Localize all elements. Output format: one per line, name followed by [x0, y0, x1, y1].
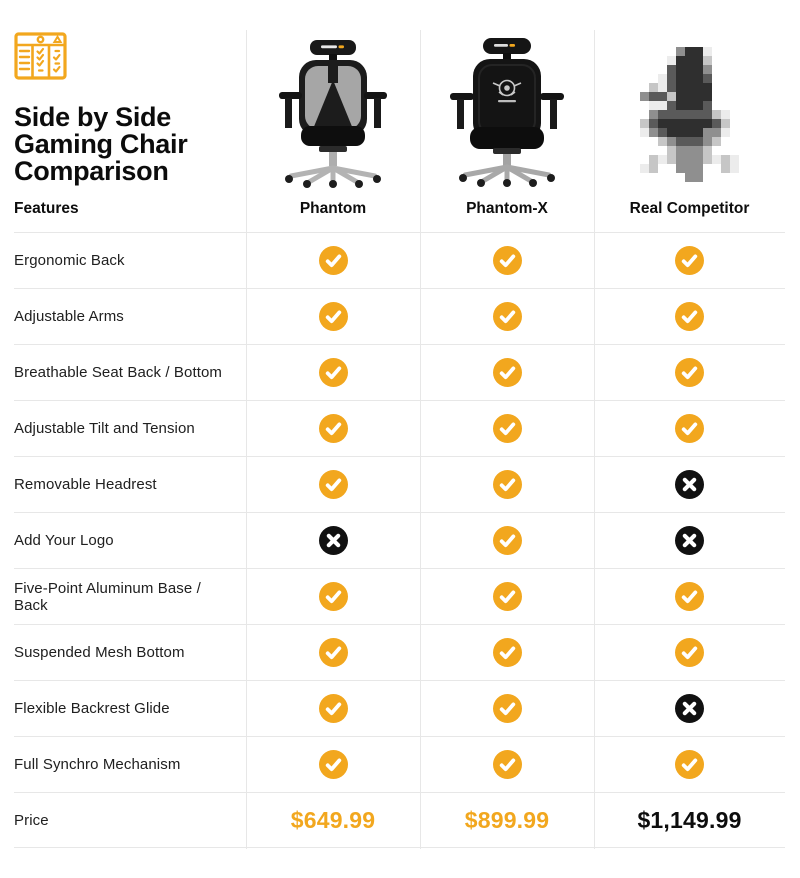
- table-row: Adjustable Arms: [14, 288, 785, 344]
- feature-label: Removable Headrest: [14, 476, 157, 493]
- feature-label: Add Your Logo: [14, 532, 114, 549]
- table-row: Suspended Mesh Bottom: [14, 624, 785, 680]
- table-row: Ergonomic Back: [14, 232, 785, 288]
- price-row: Price $649.99 $899.99 $1,149.99: [14, 792, 785, 848]
- table-row: Breathable Seat Back / Bottom: [14, 344, 785, 400]
- price-value: $649.99: [290, 806, 376, 833]
- check-circle-icon: [246, 358, 420, 387]
- check-circle-icon: [246, 750, 420, 779]
- check-circle-icon: [420, 246, 594, 275]
- column-divider: [246, 30, 247, 849]
- check-circle-icon: [420, 302, 594, 331]
- column-divider: [420, 30, 421, 849]
- check-circle-icon: [246, 470, 420, 499]
- check-circle-icon: [594, 246, 785, 275]
- features-header: Features: [14, 200, 79, 217]
- check-circle-icon: [420, 750, 594, 779]
- table-row: Removable Headrest: [14, 456, 785, 512]
- check-circle-icon: [594, 750, 785, 779]
- check-circle-icon: [594, 414, 785, 443]
- feature-label: Five-Point Aluminum Base / Back: [14, 579, 201, 614]
- check-circle-icon: [246, 302, 420, 331]
- table-row: Add Your Logo: [14, 512, 785, 568]
- product-column-header-phantom: Phantom: [299, 200, 367, 217]
- phantom-chair-image: [246, 34, 420, 188]
- feature-label: Breathable Seat Back / Bottom: [14, 364, 223, 381]
- table-header-row: Features Phantom Phantom-X Real Competit…: [14, 190, 785, 228]
- check-circle-icon: [594, 638, 785, 667]
- feature-label: Full Synchro Mechanism: [14, 756, 181, 773]
- check-circle-icon: [594, 358, 785, 387]
- check-circle-icon: [420, 694, 594, 723]
- product-column-header-phantom-x: Phantom-X: [466, 200, 548, 217]
- comparison-checklist-icon: [14, 32, 67, 80]
- x-circle-icon: [594, 694, 785, 723]
- feature-label: Suspended Mesh Bottom: [14, 644, 185, 661]
- price-label: Price: [14, 811, 49, 829]
- product-column-header-competitor: Real Competitor: [629, 200, 750, 217]
- table-row: Full Synchro Mechanism: [14, 736, 785, 792]
- check-circle-icon: [420, 526, 594, 555]
- check-circle-icon: [594, 582, 785, 611]
- check-circle-icon: [420, 414, 594, 443]
- table-row: Flexible Backrest Glide: [14, 680, 785, 736]
- feature-label: Flexible Backrest Glide: [14, 700, 170, 717]
- check-circle-icon: [420, 582, 594, 611]
- pixelated-competitor-chair-image: [594, 46, 785, 182]
- column-divider: [594, 30, 595, 849]
- check-circle-icon: [420, 470, 594, 499]
- check-circle-icon: [246, 246, 420, 275]
- table-row: Adjustable Tilt and Tension: [14, 400, 785, 456]
- x-circle-icon: [594, 526, 785, 555]
- check-circle-icon: [246, 582, 420, 611]
- page-title: Side by Side Gaming Chair Comparison: [14, 102, 188, 187]
- check-circle-icon: [246, 638, 420, 667]
- phantom-x-chair-image: [420, 30, 594, 188]
- table-row: Five-Point Aluminum Base / Back: [14, 568, 785, 624]
- x-circle-icon: [594, 470, 785, 499]
- check-circle-icon: [246, 414, 420, 443]
- check-circle-icon: [246, 694, 420, 723]
- comparison-table: Ergonomic Back Adjustable Arms Breathable …: [14, 232, 785, 848]
- x-circle-icon: [246, 526, 420, 555]
- feature-label: Ergonomic Back: [14, 252, 125, 269]
- feature-label: Adjustable Tilt and Tension: [14, 420, 195, 437]
- check-circle-icon: [420, 638, 594, 667]
- check-circle-icon: [594, 302, 785, 331]
- price-value: $899.99: [464, 806, 550, 833]
- price-value: $1,149.99: [637, 806, 742, 833]
- check-circle-icon: [420, 358, 594, 387]
- feature-label: Adjustable Arms: [14, 308, 124, 325]
